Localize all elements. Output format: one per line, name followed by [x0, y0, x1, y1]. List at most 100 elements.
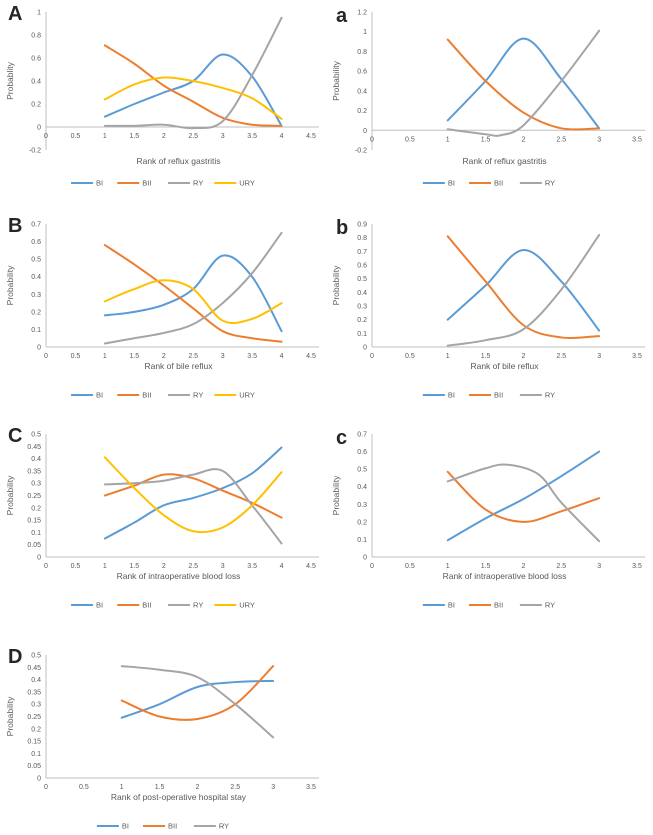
- figure-row-3: C 0 0.05 0.1 0.15 0.2 0.25 0.3 0.35 0.4 0.45 0.5 0 0…: [0, 422, 653, 627]
- x-tick-label: 4.5: [306, 133, 316, 140]
- chart-panel-B: B 0 0.1 0.2 0.3 0.4 0.5 0.6 0.7 0 0.5 1 1.5 2 2.5 3 3.5…: [0, 212, 326, 417]
- x-tick-label: 0.5: [71, 133, 81, 140]
- y-tick-label: 0: [37, 776, 41, 783]
- y-tick-label: 0.5: [31, 432, 41, 439]
- panel-label-b: b: [336, 217, 349, 239]
- x-tick-label: 3: [221, 563, 225, 570]
- y-tick-label: 0.4: [357, 484, 367, 491]
- legend-label-BII: BII: [142, 391, 151, 400]
- panel-label-c: c: [336, 427, 348, 449]
- y-tick-label: 0.6: [357, 449, 367, 456]
- x-tick-label: 3: [271, 784, 275, 791]
- x-tick-label: 0.5: [405, 136, 415, 143]
- x-tick-label: 0: [44, 563, 48, 570]
- x-tick-label: 2.5: [556, 136, 566, 143]
- legend: BI BII RY: [422, 391, 555, 400]
- panel-label-a: a: [336, 5, 348, 27]
- y-tick-label: 0.9: [357, 222, 367, 229]
- chart-A-canvas: -0.2 0 0.2 0.4 0.6 0.8 1 0 0.5 1 1.5 2 2.5 3 3.5 4 4.5 Pr…: [5, 10, 319, 188]
- x-tick-label: 3: [221, 133, 225, 140]
- y-tick-label: 1: [37, 10, 41, 17]
- y-tick-label: 0.05: [27, 763, 41, 770]
- y-axis-title: Probability: [331, 475, 341, 515]
- y-tick-label: 0.2: [31, 726, 41, 733]
- x-tick-label: 2.5: [556, 353, 566, 360]
- x-tick-label: 2.5: [188, 353, 198, 360]
- chart-C-canvas: 0 0.05 0.1 0.15 0.2 0.25 0.3 0.35 0.4 0.45 0.5 0 0.5…: [5, 432, 319, 610]
- y-tick-label: 1: [363, 29, 367, 36]
- legend: BI BII RY URY: [71, 601, 255, 610]
- x-tick-label: 1: [446, 563, 450, 570]
- y-axis-title: Probability: [331, 265, 341, 305]
- x-tick-label: 3.5: [632, 353, 642, 360]
- y-tick-label: 0: [37, 345, 41, 352]
- x-tick-label: 3.5: [632, 563, 642, 570]
- series-line-RY: [446, 463, 601, 543]
- x-tick-label: 4.5: [306, 353, 316, 360]
- legend-label-BII: BII: [142, 601, 151, 610]
- y-tick-label: 0.4: [31, 274, 41, 281]
- y-tick-label: -0.2: [29, 148, 41, 155]
- x-tick-label: 4: [280, 563, 284, 570]
- x-tick-label: 1: [103, 133, 107, 140]
- y-tick-label: 0: [37, 555, 41, 562]
- x-tick-label: 2: [162, 133, 166, 140]
- y-tick-label: 0.3: [31, 292, 41, 299]
- series-line-RY: [103, 468, 283, 545]
- y-tick-label: 0.1: [31, 327, 41, 334]
- series-line-BII: [120, 665, 275, 721]
- legend-label-BI: BI: [448, 179, 455, 188]
- figure-row-1: A -0.2 0 0.2 0.4 0.6 0.8 1 0 0.5 1 1.5 2 2.5 3 3.5 4 4.5…: [0, 0, 653, 205]
- x-tick-label: 2.5: [556, 563, 566, 570]
- y-tick-label: 0.3: [31, 481, 41, 488]
- y-tick-label: 0.15: [27, 739, 41, 746]
- x-tick-label: 3: [597, 136, 601, 143]
- x-tick-label: 2: [521, 353, 525, 360]
- series-line-BII: [103, 473, 283, 519]
- series-line-BI: [446, 248, 601, 332]
- y-tick-label: 0.25: [27, 493, 41, 500]
- legend-label-RY: RY: [545, 179, 555, 188]
- x-tick-label: 1: [446, 136, 450, 143]
- legend-label-BII: BII: [494, 179, 503, 188]
- y-tick-label: 0.8: [31, 33, 41, 40]
- x-tick-label: 3.5: [247, 133, 257, 140]
- series-line-RY: [446, 233, 601, 347]
- series-line-BI: [103, 254, 283, 333]
- x-tick-label: 1: [103, 353, 107, 360]
- y-tick-label: 0.1: [357, 331, 367, 338]
- y-tick-label: 0.3: [357, 304, 367, 311]
- x-tick-label: 0.5: [79, 784, 89, 791]
- legend-label-RY: RY: [193, 601, 203, 610]
- x-tick-label: 1.5: [481, 353, 491, 360]
- legend: BI BII RY URY: [71, 179, 255, 188]
- x-axis-title: Rank of post-operative hospital stay: [111, 792, 247, 802]
- x-tick-label: 3.5: [247, 563, 257, 570]
- x-tick-label: 3.5: [306, 784, 316, 791]
- y-axis-title: Probability: [5, 265, 15, 305]
- x-tick-label: 1: [120, 784, 124, 791]
- y-tick-label: 0: [363, 345, 367, 352]
- y-axis-title: Probability: [331, 60, 341, 100]
- legend-label-RY: RY: [193, 179, 203, 188]
- x-tick-label: 4: [280, 353, 284, 360]
- y-tick-label: 0.35: [27, 689, 41, 696]
- y-tick-label: 0: [363, 555, 367, 562]
- y-axis-title: Probability: [5, 696, 15, 736]
- y-tick-label: 0.4: [31, 677, 41, 684]
- y-tick-label: 0.6: [357, 69, 367, 76]
- y-tick-label: 0.3: [31, 702, 41, 709]
- x-tick-label: 2: [521, 136, 525, 143]
- x-tick-label: 3.5: [247, 353, 257, 360]
- x-tick-label: 1.5: [481, 563, 491, 570]
- y-tick-label: 0.6: [31, 56, 41, 63]
- x-axis-title: Rank of intraoperative blood loss: [443, 571, 567, 581]
- legend-label-BII: BII: [494, 391, 503, 400]
- y-tick-label: 0.25: [27, 714, 41, 721]
- y-tick-label: 0.2: [31, 102, 41, 109]
- x-tick-label: 2: [195, 784, 199, 791]
- legend: BI BII RY: [96, 822, 229, 831]
- y-tick-label: 0.5: [31, 257, 41, 264]
- chart-panel-A: A -0.2 0 0.2 0.4 0.6 0.8 1 0 0.5 1 1.5 2 2.5 3 3.5 4 4.5…: [0, 0, 326, 205]
- x-axis-title: Rank of bile reflux: [470, 361, 539, 371]
